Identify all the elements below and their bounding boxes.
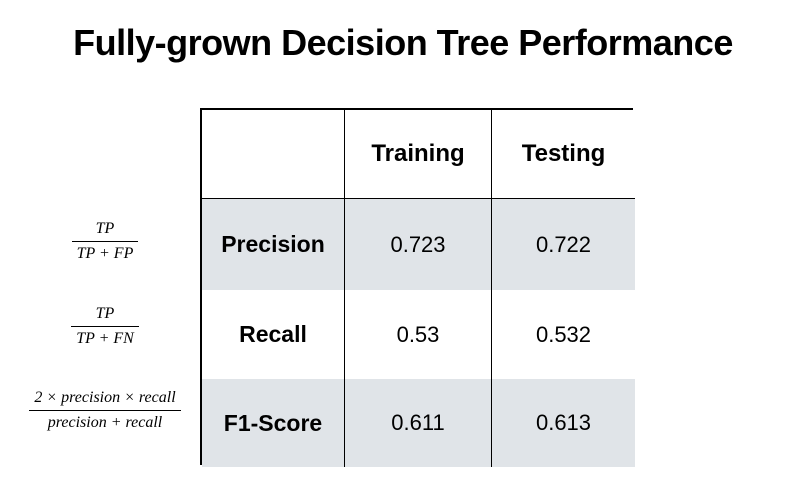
value-recall-testing: 0.532 (492, 290, 635, 379)
column-header-testing: Testing (492, 110, 635, 199)
f1-formula-numerator: 2 × precision × recall (34, 389, 176, 406)
value-precision-testing: 0.722 (492, 199, 635, 290)
value-f1-training: 0.611 (345, 379, 492, 467)
precision-formula-denominator: TP + FP (71, 241, 139, 263)
f1-formula: 2 × precision × recall precision + recal… (5, 389, 205, 432)
value-f1-testing: 0.613 (492, 379, 635, 467)
row-label-f1-score: F1-Score (202, 379, 345, 467)
precision-formula-numerator: TP (95, 220, 115, 237)
column-header-training: Training (345, 110, 492, 199)
f1-formula-denominator: precision + recall (29, 410, 181, 432)
column-header-empty (202, 110, 345, 199)
recall-formula-numerator: TP (95, 305, 115, 322)
value-recall-training: 0.53 (345, 290, 492, 379)
fraction: TP TP + FN (71, 305, 139, 348)
fraction: TP TP + FP (71, 220, 139, 263)
value-precision-training: 0.723 (345, 199, 492, 290)
metrics-table: Training Testing Precision 0.723 0.722 R… (200, 108, 635, 467)
row-label-precision: Precision (202, 199, 345, 290)
fraction: 2 × precision × recall precision + recal… (29, 389, 181, 432)
page-title: Fully-grown Decision Tree Performance (73, 22, 733, 63)
recall-formula-denominator: TP + FN (71, 326, 139, 348)
recall-formula: TP TP + FN (5, 305, 205, 348)
precision-formula: TP TP + FP (5, 220, 205, 263)
row-label-recall: Recall (202, 290, 345, 379)
